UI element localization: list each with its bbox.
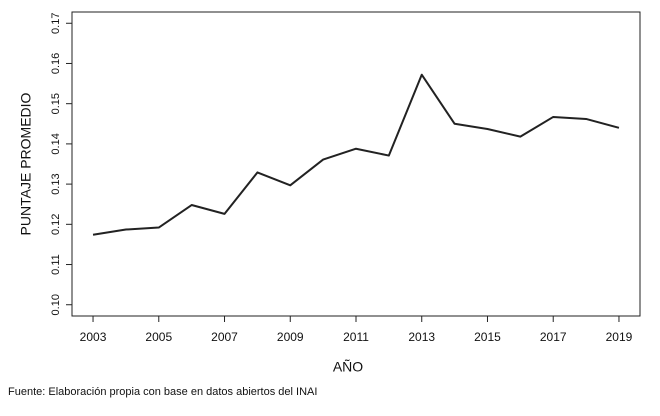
x-axis-label: AÑO bbox=[333, 359, 363, 375]
x-tick-label: 2011 bbox=[343, 330, 369, 344]
x-tick-label: 2015 bbox=[474, 330, 501, 344]
y-tick-label: 0.11 bbox=[50, 254, 62, 275]
y-axis-label: PUNTAJE PROMEDIO bbox=[18, 92, 34, 235]
source-note: Fuente: Elaboración propia con base en d… bbox=[8, 386, 317, 398]
y-tick-label: 0.17 bbox=[50, 13, 62, 34]
y-tick-label: 0.16 bbox=[50, 53, 62, 74]
x-tick-label: 2019 bbox=[606, 330, 633, 344]
y-tick-label: 0.12 bbox=[50, 214, 62, 235]
x-tick-label: 2009 bbox=[277, 330, 304, 344]
x-tick-label: 2017 bbox=[540, 330, 567, 344]
x-tick-label: 2003 bbox=[80, 330, 107, 344]
y-tick-label: 0.14 bbox=[50, 133, 62, 154]
data-line bbox=[92, 73, 620, 236]
y-tick-label: 0.13 bbox=[50, 173, 62, 194]
x-tick-label: 2013 bbox=[408, 330, 435, 344]
x-tick-label: 2005 bbox=[145, 330, 172, 344]
plot-frame bbox=[71, 11, 641, 317]
y-tick-label: 0.10 bbox=[50, 294, 62, 315]
x-tick-label: 2007 bbox=[211, 330, 238, 344]
y-tick-label: 0.15 bbox=[50, 93, 62, 114]
